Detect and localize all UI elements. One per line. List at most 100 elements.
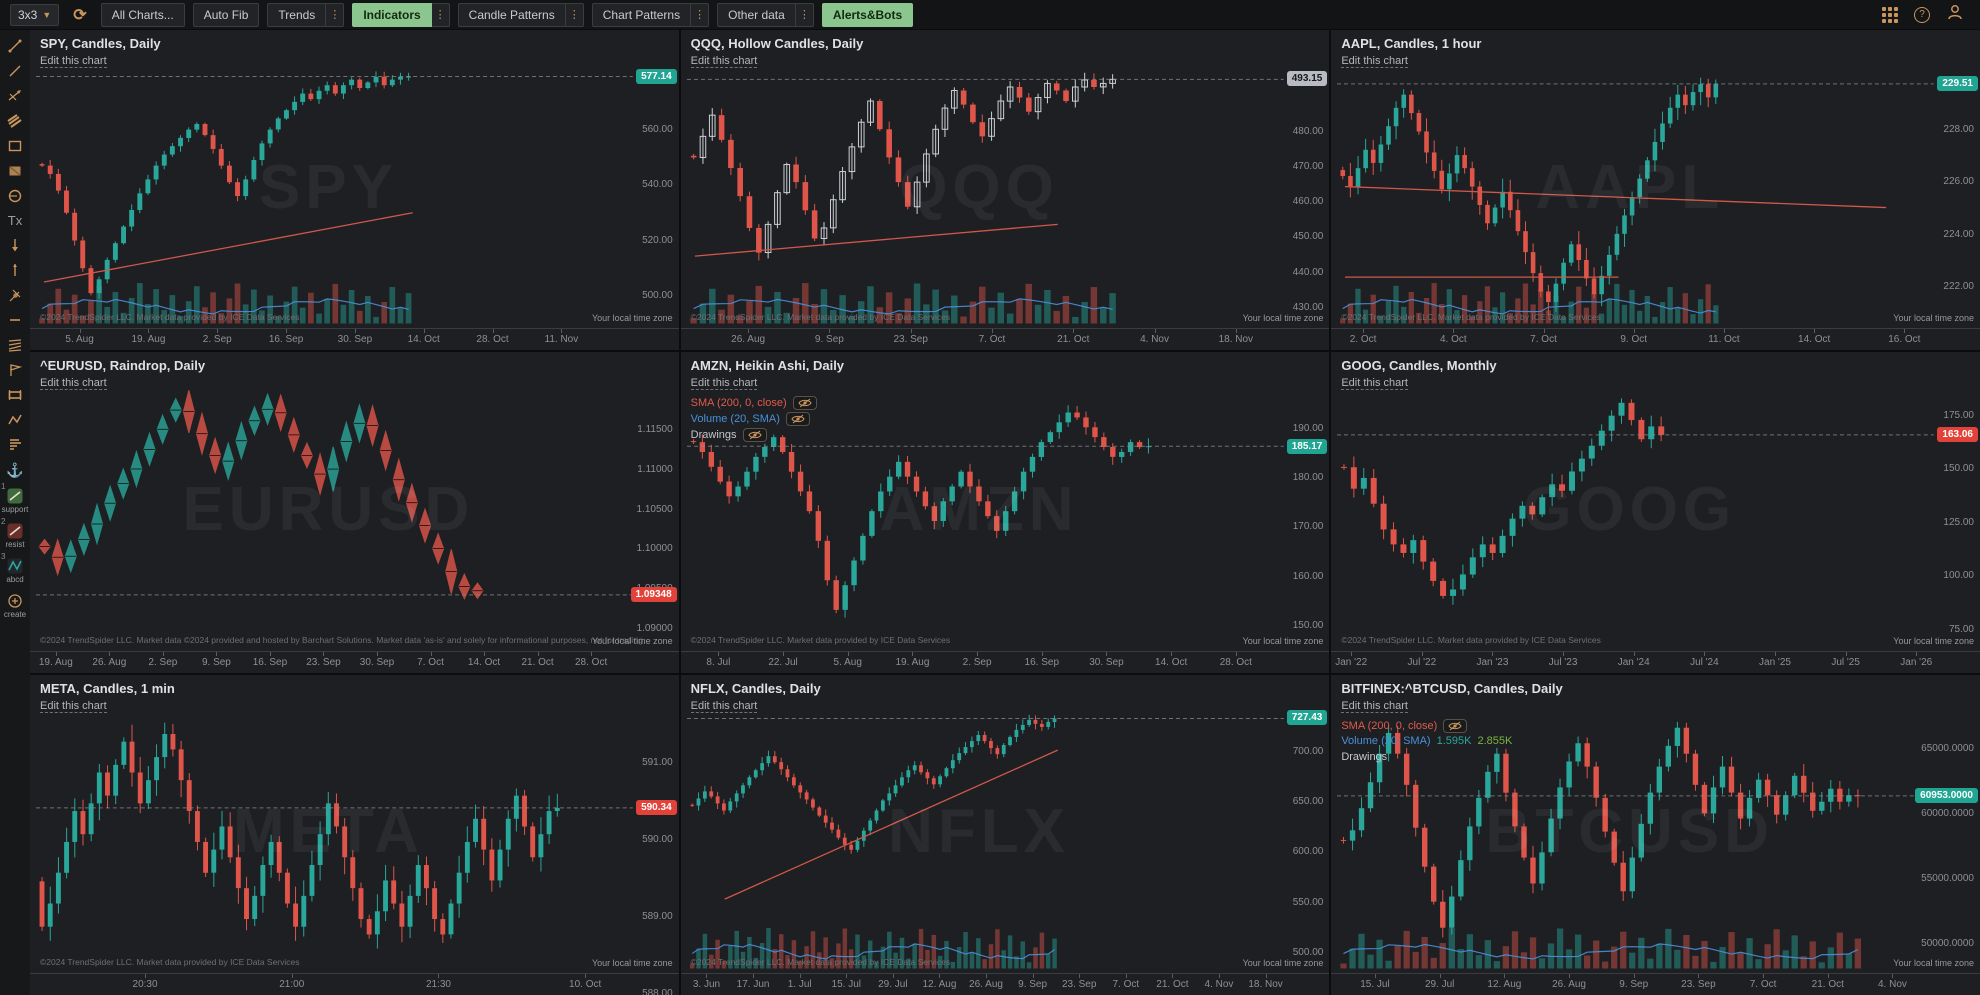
x-axis-tick bbox=[1171, 651, 1173, 656]
rectangle-tool[interactable] bbox=[2, 138, 28, 154]
menu-dots-icon[interactable]: ⋮ bbox=[565, 2, 584, 27]
last-price-badge: 727.43 bbox=[1286, 710, 1328, 726]
extended-arrows-tool[interactable] bbox=[2, 88, 28, 104]
x-axis-tick bbox=[291, 974, 293, 978]
price-chart-canvas[interactable] bbox=[1331, 675, 1980, 995]
ray-line-tool[interactable] bbox=[2, 63, 28, 79]
horizontal-line-tool[interactable] bbox=[2, 312, 28, 328]
time-axis[interactable]: 26. Aug 9. Sep 23. Sep 7. Oct 21. Oct 4. Nov 1… bbox=[680, 328, 1330, 350]
price-chart-canvas[interactable] bbox=[1331, 30, 1980, 350]
y-axis-tick-label: 160.00 bbox=[1292, 570, 1324, 582]
menu-dots-icon[interactable]: ⋮ bbox=[691, 2, 710, 27]
y-axis-tick-label: 100.00 bbox=[1943, 570, 1974, 582]
x-axis-tick-label: 2. Sep bbox=[202, 334, 232, 346]
x-axis-tick-label: 9. Sep bbox=[201, 656, 231, 668]
parallel-channel-tool[interactable] bbox=[2, 113, 28, 129]
edit-chart-link[interactable]: Edit this chart bbox=[690, 699, 758, 713]
price-chart-canvas[interactable] bbox=[30, 30, 679, 350]
menu-dots-icon[interactable]: ⋮ bbox=[326, 2, 345, 27]
last-price-badge: 185.17 bbox=[1286, 438, 1328, 454]
time-axis[interactable]: 2. Oct 4. Oct 7. Oct 9. Oct 11. Oct 14. Oct 16… bbox=[1331, 328, 1980, 350]
edit-chart-link[interactable]: Edit this chart bbox=[1341, 55, 1408, 68]
y-axis-tick-label: 700.00 bbox=[1292, 745, 1324, 757]
last-price-badge: 1.09348 bbox=[630, 587, 677, 603]
y-axis-tick-label: 590.00 bbox=[642, 833, 673, 845]
toolbar-button-chart-patterns[interactable]: Chart Patterns bbox=[591, 2, 692, 27]
create-drawing-tool[interactable]: create bbox=[2, 593, 28, 619]
anchored-vwap-tool[interactable]: ⚓ bbox=[2, 462, 28, 479]
x-axis-tick-label: 19. Aug bbox=[38, 656, 73, 668]
toolbar-button-indicators[interactable]: Indicators bbox=[352, 2, 432, 27]
x-axis-tick-label: 14. Oct bbox=[467, 656, 501, 668]
edit-chart-link[interactable]: Edit this chart bbox=[1341, 377, 1408, 391]
x-axis-tick-label: 26. Aug bbox=[1552, 979, 1586, 990]
indicator-value: 2.855K bbox=[1477, 734, 1513, 747]
edit-chart-link[interactable]: Edit this chart bbox=[40, 55, 107, 68]
time-axis[interactable]: 19. Aug 26. Aug 2. Sep 9. Sep 16. Sep 23. Sep… bbox=[30, 650, 679, 673]
toolbar-button-candle-patterns[interactable]: Candle Patterns bbox=[457, 2, 566, 27]
zigzag-tool[interactable] bbox=[2, 412, 28, 428]
apps-grid-icon[interactable] bbox=[1882, 6, 1898, 23]
x-axis-tick-label: 26. Aug bbox=[969, 979, 1003, 990]
price-chart-canvas[interactable] bbox=[681, 30, 1330, 350]
x-axis-tick-label: 21. Oct bbox=[1156, 979, 1189, 990]
edit-chart-link[interactable]: Edit this chart bbox=[690, 55, 758, 68]
x-axis-tick-label: 4. Oct bbox=[1439, 334, 1467, 346]
time-axis[interactable]: Jan '22 Jul '22 Jan '23 Jul '23 Jan '24 Jul '… bbox=[1331, 650, 1980, 673]
vertical-line-tool[interactable] bbox=[2, 262, 28, 278]
x-axis-tick-label: 9. Sep bbox=[814, 334, 844, 346]
preset-support-tool[interactable]: 1 support bbox=[1, 482, 28, 514]
edit-chart-link[interactable]: Edit this chart bbox=[690, 377, 758, 391]
toolbar-button-auto-fib[interactable]: Auto Fib bbox=[192, 2, 260, 27]
price-chart-canvas[interactable] bbox=[681, 675, 1330, 995]
arrow-down-tool[interactable] bbox=[2, 237, 28, 253]
toolbar-button-other-data[interactable]: Other data bbox=[717, 2, 796, 27]
price-chart-canvas[interactable] bbox=[681, 352, 1330, 672]
ellipse-tool[interactable] bbox=[2, 188, 28, 204]
text-tool-tool[interactable]: Tx bbox=[2, 213, 28, 228]
time-axis[interactable]: 3. Jun 17. Jun 1. Jul 15. Jul 29. Jul 12. Aug… bbox=[680, 973, 1330, 995]
edit-chart-link[interactable]: Edit this chart bbox=[40, 699, 107, 713]
edit-chart-link[interactable]: Edit this chart bbox=[1341, 699, 1408, 713]
price-chart-canvas[interactable] bbox=[30, 675, 679, 995]
grid-layout-selector[interactable]: 3x3 ▼ bbox=[10, 3, 60, 26]
menu-dots-icon[interactable]: ⋮ bbox=[431, 2, 450, 27]
visibility-eye-icon[interactable] bbox=[785, 412, 810, 427]
x-axis-tick-label: 21:00 bbox=[279, 979, 305, 990]
filled-rectangle-tool[interactable] bbox=[2, 163, 28, 179]
visibility-eye-icon[interactable] bbox=[742, 428, 767, 443]
price-chart-canvas[interactable] bbox=[30, 352, 679, 672]
price-chart-canvas[interactable] bbox=[1331, 352, 1980, 672]
time-axis[interactable]: 5. Aug 19. Aug 2. Sep 16. Sep 30. Sep 14. Oct… bbox=[30, 328, 679, 350]
volume-profile-tool[interactable] bbox=[2, 437, 28, 453]
x-axis-tick bbox=[148, 329, 150, 334]
tool-slot-number: 2 bbox=[1, 517, 6, 526]
pitchfork-tool[interactable] bbox=[2, 287, 28, 303]
speed-lines-tool[interactable] bbox=[2, 337, 28, 353]
preset-abcd-tool[interactable]: 3 abcd bbox=[1, 552, 28, 584]
trend-line-tool[interactable] bbox=[2, 38, 28, 54]
chart-title: SPY, Candles, Daily bbox=[40, 36, 161, 51]
visibility-eye-icon[interactable] bbox=[1443, 718, 1468, 733]
toolbar-button-alerts-bots[interactable]: Alerts&Bots bbox=[821, 2, 914, 27]
profile-icon[interactable] bbox=[1946, 3, 1964, 26]
edit-chart-link[interactable]: Edit this chart bbox=[40, 377, 107, 391]
anchor-icon: ⚓ bbox=[6, 462, 24, 478]
price-range-box-tool[interactable] bbox=[2, 387, 28, 403]
help-icon[interactable]: ? bbox=[1914, 6, 1930, 23]
toolbar-button-all-charts-[interactable]: All Charts... bbox=[100, 2, 185, 27]
time-axis[interactable]: 15. Jul 29. Jul 12. Aug 26. Aug 9. Sep 23. Se… bbox=[1331, 973, 1980, 995]
refresh-icon[interactable]: ⟳ bbox=[73, 6, 87, 24]
toolbar-button-trends[interactable]: Trends bbox=[267, 2, 327, 27]
visibility-eye-icon[interactable] bbox=[792, 396, 817, 411]
time-axis[interactable]: 8. Jul 22. Jul 5. Aug 19. Aug 2. Sep 16. Sep 3… bbox=[680, 650, 1330, 673]
menu-dots-icon[interactable]: ⋮ bbox=[795, 2, 814, 27]
x-axis-tick bbox=[1698, 974, 1700, 978]
ray-line-icon bbox=[9, 65, 21, 77]
timezone-label: Your local time zone bbox=[591, 313, 673, 324]
preset-resist-tool[interactable]: 2 resist bbox=[1, 517, 28, 549]
flag-tool[interactable] bbox=[2, 362, 28, 378]
y-axis-tick-label: 589.00 bbox=[642, 910, 673, 922]
time-axis[interactable]: 20:30 21:00 21:30 10. Oct bbox=[30, 973, 679, 995]
x-axis-tick bbox=[986, 974, 988, 978]
